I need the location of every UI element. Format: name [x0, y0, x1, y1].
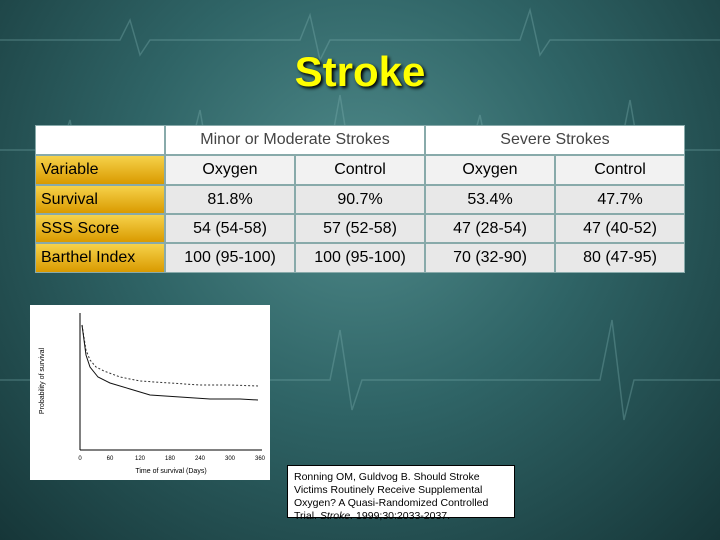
- x-axis-label: Time of survival (Days): [135, 468, 206, 475]
- x-tick-label: 120: [135, 456, 146, 462]
- table-cell: 47 (40-52): [555, 214, 685, 243]
- reference-text: Ronning OM, Guldvog B. Should Stroke Vic…: [294, 471, 489, 522]
- column-header: Oxygen: [425, 155, 555, 185]
- table-cell: 70 (32-90): [425, 243, 555, 273]
- table-cell: 54 (54-58): [165, 214, 295, 243]
- row-header: Barthel Index: [35, 243, 165, 273]
- reference-journal: Stroke.: [319, 510, 354, 522]
- slide-title: Stroke: [294, 48, 426, 95]
- table-cell: 80 (47-95): [555, 243, 685, 273]
- reference-citation: 1999;30:2033-2037.: [353, 510, 451, 522]
- row-header: SSS Score: [35, 214, 165, 243]
- table-cell: 100 (95-100): [165, 243, 295, 273]
- x-tick-label: 360: [255, 456, 266, 462]
- x-tick-label: 300: [225, 456, 236, 462]
- x-tick-label: 240: [195, 456, 206, 462]
- table-cell: 53.4%: [425, 185, 555, 214]
- survival-curve: [81, 324, 259, 401]
- group-header: Severe Strokes: [425, 125, 685, 155]
- table-corner: [35, 125, 165, 155]
- x-tick-label: 60: [107, 456, 114, 462]
- table-cell: 47 (28-54): [425, 214, 555, 243]
- column-header: Oxygen: [165, 155, 295, 185]
- row-header: Survival: [35, 185, 165, 214]
- reference: Ronning OM, Guldvog B. Should Stroke Vic…: [287, 465, 515, 522]
- column-header: Variable: [35, 155, 165, 185]
- column-header: Control: [295, 155, 425, 185]
- figure-plot: Probability of survival Time of survival…: [39, 313, 266, 475]
- survival-curve: [81, 324, 259, 387]
- table-cell: 57 (52-58): [295, 214, 425, 243]
- table-cell: 100 (95-100): [295, 243, 425, 273]
- x-tick-label: 0: [78, 456, 82, 462]
- survival-figure: Probability of survival Time of survival…: [30, 305, 270, 480]
- table-cell: 81.8%: [165, 185, 295, 214]
- x-tick-label: 180: [165, 456, 176, 462]
- group-header: Minor or Moderate Strokes: [165, 125, 425, 155]
- column-header: Control: [555, 155, 685, 185]
- table-cell: 47.7%: [555, 185, 685, 214]
- y-axis-label: Probability of survival: [39, 347, 46, 414]
- table-cell: 90.7%: [295, 185, 425, 214]
